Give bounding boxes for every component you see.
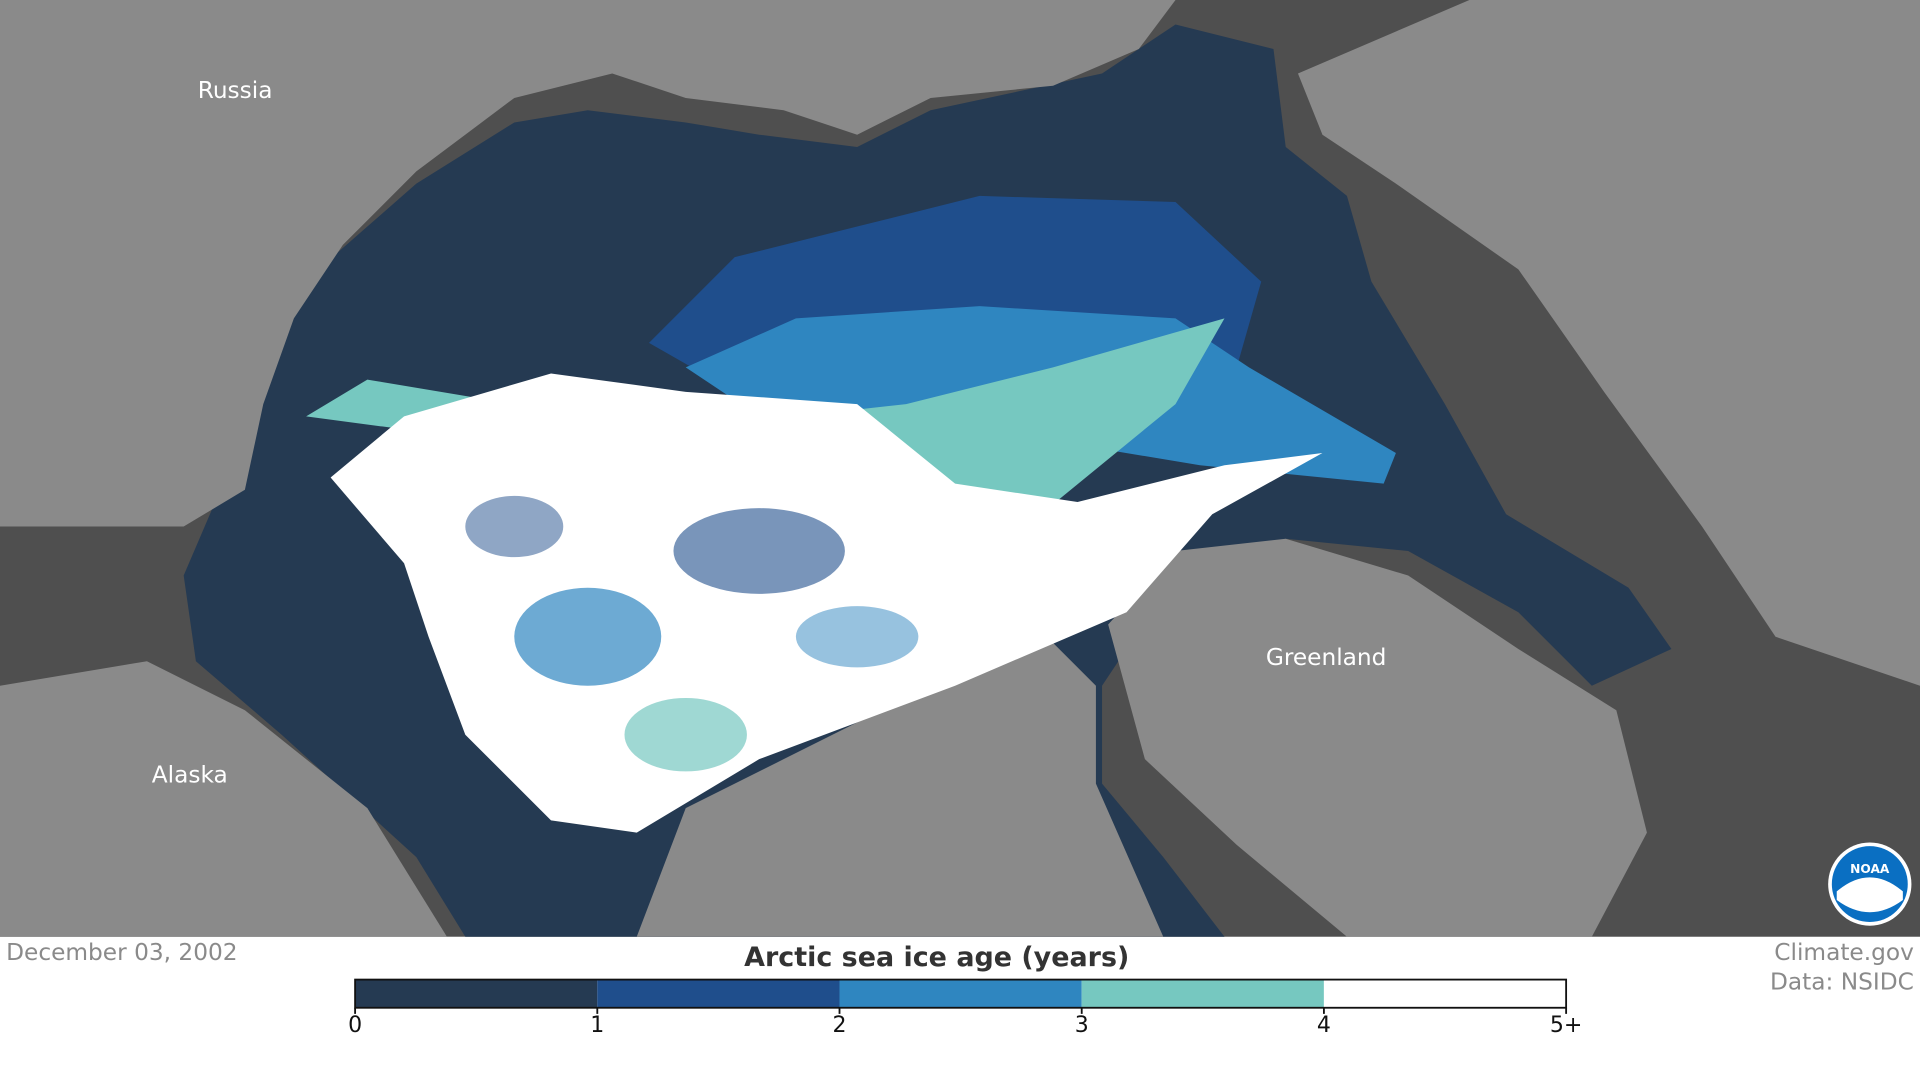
legend-swatch bbox=[1323, 979, 1567, 1008]
legend-title: Arctic sea ice age (years) bbox=[744, 942, 1129, 973]
legend-swatch bbox=[597, 979, 840, 1008]
credit: Climate.gov bbox=[1774, 939, 1914, 966]
legend-tick-label: 4 bbox=[1317, 1013, 1331, 1038]
legend-tick-label: 0 bbox=[348, 1013, 362, 1038]
ice-third-year bbox=[306, 318, 1225, 515]
land-greenland bbox=[1108, 538, 1647, 937]
logo-text: NOAA bbox=[1850, 862, 1890, 876]
ice-multi-year bbox=[330, 373, 1323, 833]
place-label: Alaska bbox=[152, 761, 228, 788]
legend-swatch bbox=[1081, 979, 1324, 1008]
land-europe bbox=[1297, 0, 1920, 686]
logo-wave bbox=[1836, 877, 1903, 913]
place-label: Russia bbox=[198, 77, 273, 104]
land-russia bbox=[0, 0, 1176, 527]
ice-patch bbox=[624, 697, 747, 772]
ice-patch bbox=[795, 606, 919, 668]
date: December 03, 2002 bbox=[6, 939, 238, 966]
legend-frame bbox=[354, 978, 1568, 1009]
legend-swatch bbox=[839, 979, 1082, 1008]
place-label: Greenland bbox=[1266, 644, 1387, 671]
legend-tick-label: 3 bbox=[1075, 1013, 1089, 1038]
legend: 0 1 2 3 4 5+ bbox=[348, 978, 1582, 1038]
land-canada bbox=[636, 642, 1164, 937]
legend-tick-label: 5+ bbox=[1550, 1013, 1582, 1038]
land-alaska bbox=[0, 661, 447, 937]
ice-patch bbox=[514, 587, 662, 686]
legend-tick-label: 1 bbox=[590, 1013, 604, 1038]
credit: Data: NSIDC bbox=[1770, 968, 1914, 995]
ice-patch bbox=[465, 495, 564, 558]
legend-tick-label: 2 bbox=[832, 1013, 846, 1038]
legend-swatch bbox=[355, 979, 598, 1008]
ice-patch bbox=[673, 508, 845, 594]
